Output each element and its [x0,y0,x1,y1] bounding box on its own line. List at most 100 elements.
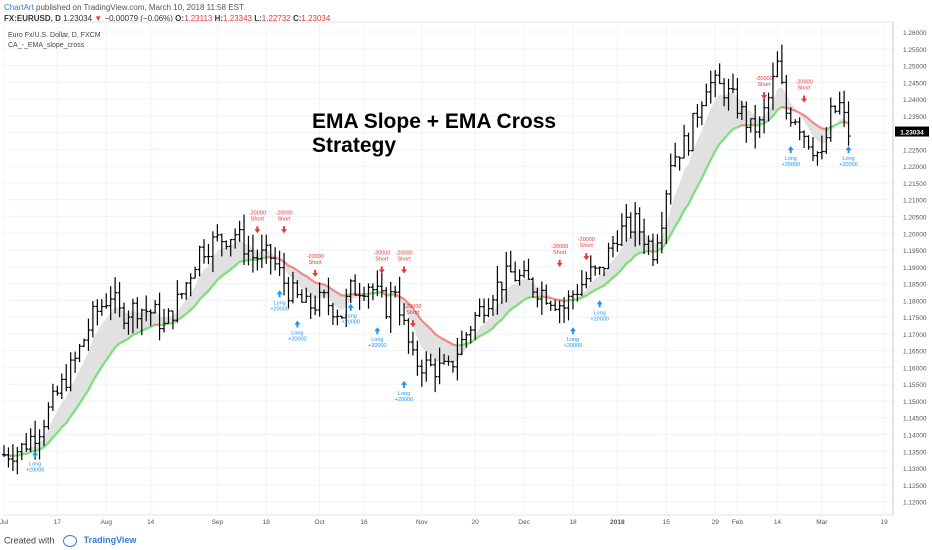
quote-line: FX:EURUSD, D 1.23034 ▼ −0.00079 (−0.06%)… [4,14,330,24]
last-price: 1.23034 [63,14,93,23]
signal-amount: -20000 [551,244,568,250]
y-tick-label: 1.13000 [903,466,927,473]
ema-slow-segment [700,167,708,180]
signal-label: Long [594,310,606,316]
short-arrow-icon [583,253,590,261]
tradingview-link[interactable]: TradingView [83,535,137,546]
last-price-tag [895,126,929,137]
signal-label: Long [291,330,303,336]
short-arrow-icon [401,266,408,274]
signal-amount: +20000 [782,162,801,168]
ema-slow-segment [74,402,81,412]
ema-slow-segment [47,436,54,444]
plot-area [3,21,894,516]
signal-amount: +20000 [590,316,609,322]
signal-amount: -20000 [578,237,595,243]
y-tick-label: 1.20500 [903,215,927,222]
y-tick-label: 1.25000 [903,64,927,71]
signal-amount: +20000 [839,162,858,168]
x-tick-label: Jul [0,519,9,526]
long-arrow-icon [374,327,381,335]
ema-slow-segment [69,409,77,418]
long-arrow-icon [845,146,852,154]
y-tick-label: 1.17500 [903,315,927,322]
y-tick-label: 1.24500 [903,80,927,87]
high-value: 1.23343 [223,14,252,23]
ema-slow-segment [691,185,699,196]
signal-label: Short [375,257,389,263]
signal-label: Long [842,156,854,162]
ema-slow-segment [78,395,86,405]
author-link[interactable]: ChartArt [4,3,34,12]
long-arrow-icon [294,320,301,328]
publish-text: published on TradingView.com, March 10, … [36,3,244,12]
short-arrow-icon [801,95,808,103]
x-tick-label: Mar [816,519,828,526]
ema-slow-segment [669,225,677,236]
instrument-legend: Euro Fx/U.S. Dollar, D, FXCM [8,32,101,39]
open-label: O: [175,14,185,23]
y-tick-label: 1.13500 [903,449,927,456]
ema-slow-segment [714,142,721,153]
x-tick-label: 20 [472,519,480,526]
long-arrow-icon [569,327,576,335]
x-tick-label: 16 [360,519,368,526]
y-tick-label: 1.14000 [903,433,927,440]
signal-amount: +20000 [270,306,289,312]
x-tick-label: Nov [416,519,428,526]
signal-label: Long [785,156,797,162]
signal-label: Short [798,85,812,91]
ema-slow-segment [211,278,219,287]
y-tick-label: 1.15000 [903,399,927,406]
signal-label: Short [251,216,265,222]
ema-slow-segment [709,149,717,161]
signal-label: Short [758,82,772,88]
signal-label: Short [397,257,411,263]
short-arrow-icon [312,269,319,277]
signal-amount: -20000 [756,76,773,82]
signal-amount: -20000 [307,254,324,260]
y-tick-label: 1.25500 [903,47,927,54]
y-tick-label: 1.18500 [903,282,927,289]
signal-label: Long [398,391,410,397]
y-tick-label: 1.12000 [903,500,927,507]
y-tick-label: 1.19000 [903,265,927,272]
signal-label: Long [567,337,579,343]
ema-slow-segment [500,312,508,321]
x-tick-label: 19 [880,519,888,526]
long-arrow-icon [276,290,283,298]
signal-amount: +20000 [395,397,414,403]
ema-slow-segment [705,158,712,171]
indicator-legend: CA_-_EMA_slope_cross [8,42,85,49]
x-tick-label: Sep [212,519,224,526]
y-tick-label: 1.14500 [903,416,927,423]
x-tick-label: 18 [263,519,271,526]
signal-label: Short [309,260,323,266]
x-tick-label: 14 [774,519,782,526]
x-tick-label: 15 [663,519,671,526]
price-change: −0.00079 (−0.06%) [104,14,173,23]
ema-slow-segment [96,365,103,375]
x-tick-label: 17 [54,519,62,526]
ema-slow-segment [696,176,703,188]
y-tick-label: 1.15500 [903,382,927,389]
signal-amount: -20000 [249,210,266,216]
long-arrow-icon [596,300,603,308]
signal-label: Long [29,461,41,467]
x-tick-label: Dec [518,519,530,526]
ema-slow-segment [56,426,63,434]
signal-amount: +20000 [288,336,307,342]
x-tick-label: 29 [712,519,720,526]
ema-slow-segment [674,218,681,228]
ema-slow-segment [682,203,690,212]
y-tick-label: 1.16500 [903,349,927,356]
signal-amount: -20000 [395,251,412,257]
last-price-tag-label: 1.23034 [900,130,924,137]
long-arrow-icon [32,451,39,459]
signal-amount: -20000 [796,79,813,85]
chart-title-line: Strategy [312,134,396,157]
signal-amount: -20000 [404,304,421,310]
y-tick-label: 1.12500 [903,483,927,490]
ema-slow-segment [194,298,201,307]
